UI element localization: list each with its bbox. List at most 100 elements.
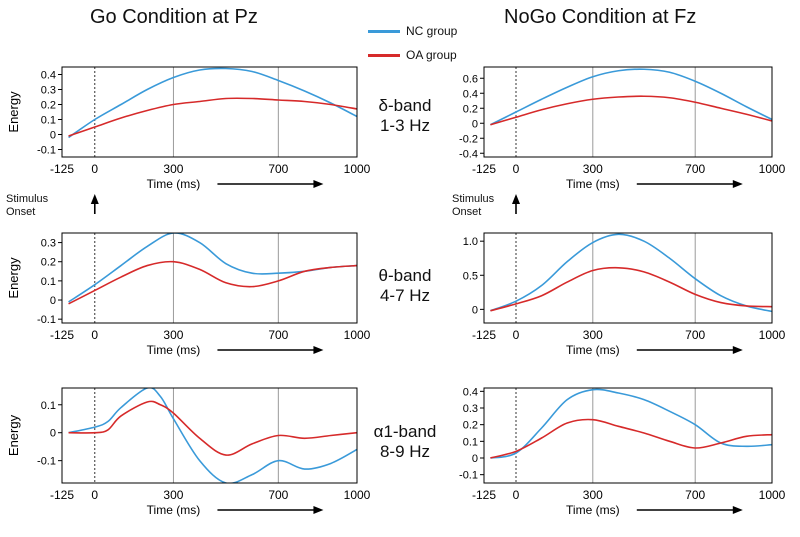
series-line-nc-group (68, 233, 357, 303)
x-tick-label: 1000 (344, 328, 371, 342)
x-tick-label: -125 (50, 328, 74, 342)
x-axis-label: Time (ms) (566, 177, 620, 191)
x-tick-label: 700 (685, 328, 705, 342)
series-line-nc-group (490, 388, 772, 459)
band-name-alpha1: α1-band (373, 422, 437, 441)
series-line-nc-group (68, 67, 357, 139)
legend-label-nc: NC group (406, 24, 458, 38)
band-name-delta: δ-band (378, 96, 432, 115)
series-line-nc-group (490, 68, 772, 126)
x-tick-label: 300 (583, 488, 603, 502)
x-tick-label: 0 (513, 488, 520, 502)
x-axis-label: Time (ms) (147, 343, 201, 357)
x-tick-label: 0 (91, 488, 98, 502)
x-tick-label: -125 (50, 162, 74, 176)
y-tick-label: 0.1 (463, 436, 478, 448)
chart-go-alpha1: -0.1 0 0.1 -125 0 300 700 1000 Time (ms) Energy (6, 387, 371, 517)
x-tick-label: 1000 (344, 488, 371, 502)
band-label-theta: θ-band 4-7 Hz (360, 266, 450, 306)
band-label-delta: δ-band 1-3 Hz (360, 96, 450, 136)
y-axis-label: Energy (6, 414, 21, 456)
stimulus-onset-label-right: Stimulus Onset (452, 193, 495, 218)
series-line-oa-group (490, 418, 772, 459)
time-arrow (636, 346, 743, 354)
x-tick-label: 700 (268, 328, 288, 342)
right-column-title: NoGo Condition at Fz (504, 6, 697, 28)
x-tick-label: 300 (583, 328, 603, 342)
x-axis-label: Time (ms) (147, 177, 201, 191)
x-tick-label: 700 (268, 162, 288, 176)
y-tick-label: 0.1 (41, 276, 56, 288)
band-name-theta: θ-band (378, 266, 432, 285)
x-axis-label: Time (ms) (147, 503, 201, 517)
series-line-oa-group (490, 266, 772, 312)
plot-frame (483, 232, 773, 324)
stimulus-onset-label-left: Stimulus Onset (6, 193, 49, 218)
time-arrow (217, 346, 324, 354)
plot-frame (61, 66, 358, 158)
x-axis-label: Time (ms) (566, 343, 620, 357)
series-line-oa-group (68, 260, 357, 305)
y-axis-label: Energy (6, 91, 21, 133)
y-tick-label: 0 (472, 304, 478, 316)
left-column-title: Go Condition at Pz (90, 6, 258, 28)
series-line-oa-group (490, 95, 772, 126)
y-tick-label: 0.5 (463, 270, 478, 282)
y-tick-label: -0.1 (37, 145, 56, 157)
x-tick-label: 1000 (759, 488, 786, 502)
band-range-theta: 4-7 Hz (379, 286, 431, 305)
series-line-nc-group (490, 233, 772, 313)
x-tick-label: 1000 (759, 162, 786, 176)
time-arrow (636, 506, 743, 514)
x-tick-label: -125 (472, 162, 496, 176)
y-tick-label: 0.6 (463, 73, 478, 85)
plot-frame (483, 66, 773, 158)
x-tick-label: -125 (472, 328, 496, 342)
y-tick-label: 0 (50, 130, 56, 142)
y-tick-label: 0.1 (41, 115, 56, 127)
stimulus-onset-arrow-right (512, 194, 520, 214)
x-tick-label: -125 (50, 488, 74, 502)
y-tick-label: 0.3 (41, 238, 56, 250)
y-tick-label: 0.2 (463, 103, 478, 115)
y-tick-label: 0 (50, 428, 56, 440)
y-tick-label: 0.4 (463, 88, 478, 100)
x-tick-label: 700 (685, 162, 705, 176)
x-tick-label: 0 (91, 328, 98, 342)
x-tick-label: 300 (163, 328, 183, 342)
y-tick-label: 0.3 (41, 85, 56, 97)
chart-nogo-alpha1: -0.1 0 0.1 0.2 0.3 0.4 -125 0 300 700 1000 Time (ms… (459, 386, 786, 517)
time-arrow (217, 506, 324, 514)
y-tick-label: -0.2 (459, 133, 478, 145)
x-tick-label: 0 (513, 328, 520, 342)
series-line-oa-group (68, 97, 357, 137)
chart-go-theta: -0.1 0 0.1 0.2 0.3 -125 0 300 700 1000 Time (ms) En… (6, 232, 371, 357)
chart-go-delta: -0.1 0 0.1 0.2 0.3 0.4 -125 0 300 700 1000 Time (ms… (6, 66, 371, 191)
plot-frame (61, 232, 358, 324)
x-tick-label: 1000 (344, 162, 371, 176)
x-tick-label: 700 (268, 488, 288, 502)
x-tick-label: 1000 (759, 328, 786, 342)
time-arrow (636, 180, 743, 188)
band-range-delta: 1-3 Hz (379, 116, 431, 135)
band-range-alpha1: 8-9 Hz (379, 442, 431, 461)
y-tick-label: 0.3 (463, 403, 478, 415)
x-tick-label: 0 (513, 162, 520, 176)
series-line-oa-group (68, 400, 357, 456)
band-label-alpha1: α1-band 8-9 Hz (360, 422, 450, 462)
y-tick-label: -0.1 (37, 456, 56, 468)
stimulus-onset-arrow-left (90, 194, 99, 214)
plot-frame (61, 387, 358, 484)
chart-nogo-delta: -0.4 -0.2 0 0.2 0.4 0.6 -125 0 300 700 1000 Time (m… (459, 66, 786, 191)
x-tick-label: 700 (685, 488, 705, 502)
y-tick-label: -0.4 (459, 148, 478, 160)
time-arrow (217, 180, 324, 188)
y-tick-label: 0 (50, 295, 56, 307)
legend-swatch-oa (368, 54, 400, 57)
x-tick-label: -125 (472, 488, 496, 502)
x-axis-label: Time (ms) (566, 503, 620, 517)
y-tick-label: -0.1 (459, 470, 478, 482)
x-tick-label: 300 (583, 162, 603, 176)
